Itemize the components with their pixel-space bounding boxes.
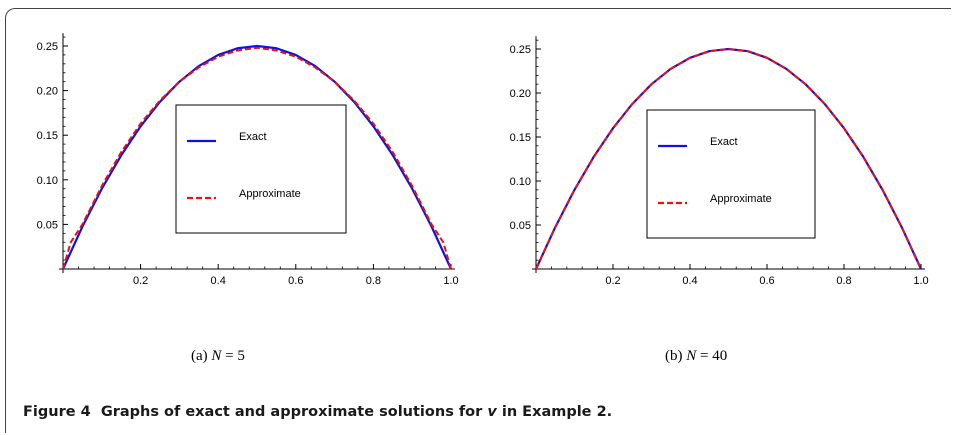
figure-caption-var: v [487,404,497,420]
figure-frame [5,8,951,433]
chart-a-series-exact-line [61,44,453,270]
figure-caption: Figure 4 Graphs of exact and approximate… [23,404,612,420]
chart-a-x-tick-label: 0.4 [211,275,226,287]
subcaption-a: (a) N = 5 [191,348,245,365]
subcaption-b-eq: = 40 [696,348,728,364]
chart-b-series-approximate-line [535,48,922,270]
chart-a-legend-box [175,104,347,234]
chart-b-legend-approximate-label: Approximate [710,193,772,205]
chart-b-x-tick-label: 0.2 [605,275,620,287]
chart-b-y-tick-label: 0.25 [510,44,531,56]
chart-a-y-tick-label: 0.05 [37,219,58,231]
figure-caption-post: in Example 2. [496,404,613,420]
chart-a-x-tick-label: 1.0 [443,275,458,287]
chart-a-legend-approximate-label: Approximate [239,188,301,200]
subcaption-b: (b) N = 40 [665,348,727,365]
chart-b-x-tick-label: 0.6 [759,275,774,287]
chart-a-x-tick-label: 0.2 [133,275,148,287]
chart-b-y-tick-label: 0.05 [510,220,531,232]
figure-caption-label: Figure 4 [23,404,91,420]
chart-b-y-tick-label: 0.15 [510,132,531,144]
chart-a-series-approximate-line [62,46,452,270]
chart-b-x-tick-label: 1.0 [913,275,928,287]
subcaption-b-tag: (b) [665,348,683,364]
subcaption-b-var: N [686,348,697,364]
chart-a-y-tick-label: 0.20 [37,86,58,98]
figure-caption-pre: Graphs of exact and approximate solution… [100,404,488,420]
chart-a-y-tick-label: 0.25 [37,41,58,53]
chart-a-y-tick-label: 0.10 [37,175,58,187]
chart-a-y-tick-label: 0.15 [37,130,58,142]
subcaption-a-var: N [211,348,222,364]
chart-b-legend-exact-label: Exact [710,136,738,148]
chart-b-x-tick-label: 0.4 [682,275,697,287]
chart-b-x-tick-label: 0.8 [836,275,851,287]
chart-a-x-tick-label: 0.6 [288,275,303,287]
chart-a-x-tick-label: 0.8 [366,275,381,287]
subcaption-a-eq: = 5 [221,348,245,364]
chart-b-legend-box [646,109,816,239]
chart-b-y-tick-label: 0.20 [510,88,531,100]
chart-a-legend-exact-label: Exact [239,131,267,143]
subcaption-a-tag: (a) [191,348,208,364]
chart-b-y-tick-label: 0.10 [510,176,531,188]
